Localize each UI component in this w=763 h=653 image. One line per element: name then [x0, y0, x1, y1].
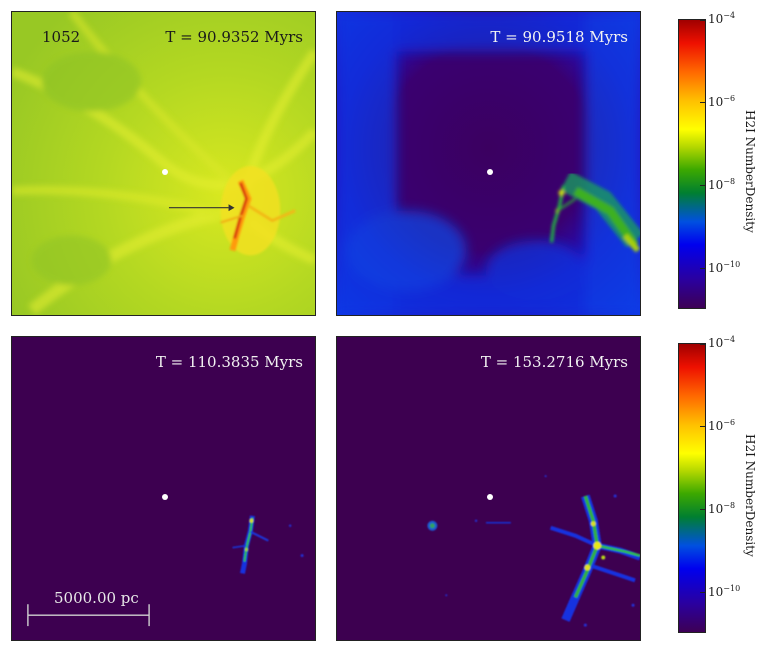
density-panel-top-right: T = 90.9518 Myrs [336, 11, 641, 316]
time-label: T = 90.9352 Myrs [165, 28, 303, 46]
center-marker [162, 494, 168, 500]
density-map-image [12, 12, 315, 315]
time-label: T = 90.9518 Myrs [490, 28, 628, 46]
scale-bar-label: 5000.00 pc [54, 589, 139, 607]
colorbar-tick-label: 10−8 [708, 177, 736, 192]
density-map-image [337, 12, 640, 315]
time-label: T = 153.2716 Myrs [480, 353, 628, 371]
density-panel-top-left: 1052 T = 90.9352 Myrs [11, 11, 316, 316]
density-map-image [12, 337, 315, 640]
center-marker [487, 494, 493, 500]
colorbar-tick-mark [700, 592, 706, 593]
colorbar-tick-label: 10−8 [708, 501, 736, 516]
colorbar-top [678, 19, 706, 309]
colorbar-tick-mark [700, 426, 706, 427]
density-panel-bottom-left: T = 110.3835 Myrs 5000.00 pc [11, 336, 316, 641]
colorbar-label: H2I NumberDensity [743, 434, 757, 557]
scale-bar [27, 604, 150, 627]
colorbar-label: H2I NumberDensity [743, 110, 757, 233]
simulation-id-label: 1052 [42, 28, 81, 46]
colorbar-tick-mark [700, 102, 706, 103]
colorbar-tick-label: 10−10 [708, 260, 741, 275]
density-panel-bottom-right: T = 153.2716 Myrs [336, 336, 641, 641]
colorbar-tick-label: 10−6 [708, 94, 736, 109]
colorbar-tick-mark [700, 344, 706, 345]
time-label: T = 110.3835 Myrs [155, 353, 303, 371]
colorbar-tick-label: 10−4 [708, 335, 736, 350]
colorbar-tick-label: 10−4 [708, 11, 736, 26]
colorbar-tick-label: 10−10 [708, 584, 741, 599]
colorbar-tick-mark [700, 20, 706, 21]
center-marker [487, 169, 493, 175]
colorbar-tick-mark [700, 268, 706, 269]
colorbar-tick-mark [700, 185, 706, 186]
arrow-head [228, 204, 235, 212]
colorbar-tick-mark [700, 509, 706, 510]
density-map-image [337, 337, 640, 640]
colorbar-tick-label: 10−6 [708, 418, 736, 433]
center-marker [162, 169, 168, 175]
colorbar-bottom [678, 343, 706, 633]
